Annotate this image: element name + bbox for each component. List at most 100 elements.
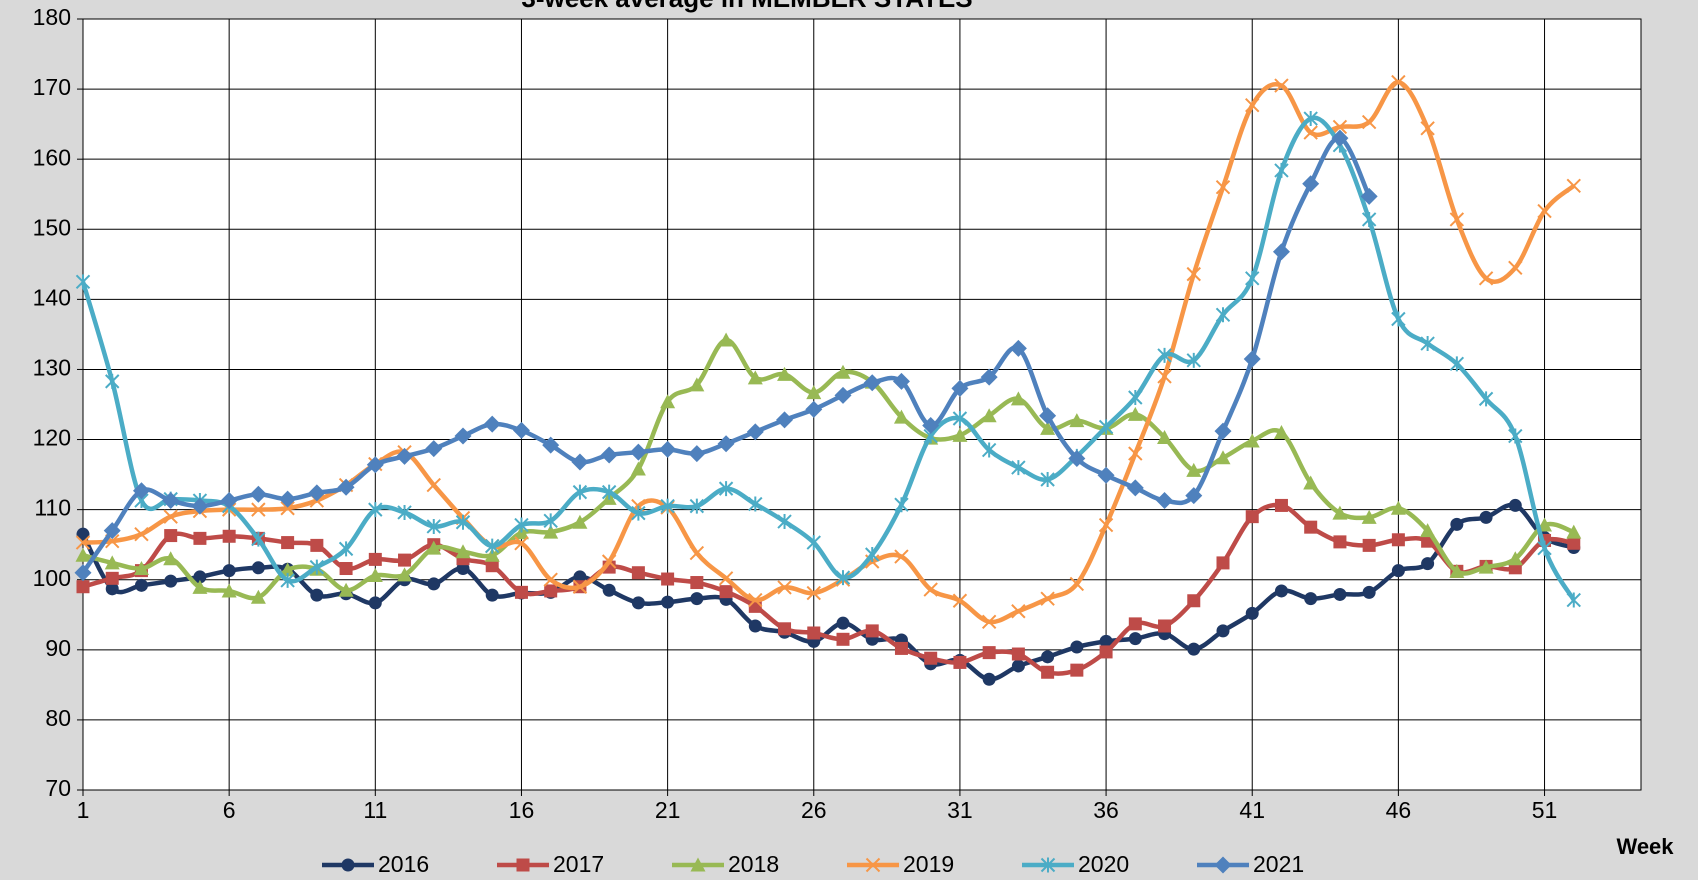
marker xyxy=(981,442,997,458)
marker xyxy=(1041,665,1055,679)
marker xyxy=(1040,420,1056,435)
series xyxy=(74,129,1378,582)
marker xyxy=(74,564,92,582)
x-tick-label: 41 xyxy=(1239,797,1265,823)
y-tick-label: 100 xyxy=(33,565,71,591)
legend-label: 2016 xyxy=(378,851,429,877)
marker xyxy=(1303,475,1319,490)
marker xyxy=(806,585,821,601)
marker xyxy=(719,585,733,599)
marker xyxy=(76,527,90,541)
y-tick-label: 140 xyxy=(33,284,71,310)
marker xyxy=(1332,119,1348,135)
marker xyxy=(952,427,968,442)
marker xyxy=(1273,425,1289,440)
marker xyxy=(1537,203,1552,219)
marker xyxy=(689,498,705,514)
marker xyxy=(1274,584,1288,598)
legend-item: 2016 xyxy=(322,851,429,877)
y-tick-label: 120 xyxy=(33,425,71,451)
marker xyxy=(280,501,295,516)
marker xyxy=(338,582,354,597)
marker xyxy=(572,579,588,594)
marker xyxy=(1479,510,1493,524)
marker xyxy=(514,536,529,551)
marker xyxy=(1274,162,1289,178)
marker xyxy=(1215,180,1231,195)
marker xyxy=(1041,650,1055,664)
marker xyxy=(104,555,120,570)
marker xyxy=(134,578,148,592)
marker xyxy=(1362,538,1376,552)
marker xyxy=(1245,270,1260,286)
marker xyxy=(690,576,704,590)
marker xyxy=(516,858,530,872)
marker xyxy=(602,583,616,597)
marker xyxy=(631,596,645,610)
x-tick-label: 11 xyxy=(363,797,387,823)
marker xyxy=(484,547,500,562)
marker xyxy=(1011,647,1025,661)
marker xyxy=(1567,536,1581,550)
marker xyxy=(1420,121,1435,136)
marker xyxy=(1011,604,1026,619)
legend-label: 2018 xyxy=(728,851,779,877)
marker xyxy=(806,385,822,400)
marker xyxy=(661,572,675,586)
marker xyxy=(193,570,207,584)
marker xyxy=(600,446,618,464)
marker xyxy=(1127,406,1143,421)
y-tick-label: 150 xyxy=(33,214,71,240)
marker xyxy=(863,374,881,392)
marker xyxy=(1333,535,1347,549)
marker xyxy=(221,583,237,598)
marker xyxy=(1128,617,1142,631)
marker xyxy=(133,561,149,576)
marker xyxy=(191,497,209,515)
marker xyxy=(337,478,355,496)
marker xyxy=(456,562,470,576)
marker xyxy=(1216,624,1230,638)
marker xyxy=(717,435,735,453)
marker xyxy=(1128,632,1142,646)
marker xyxy=(834,386,852,404)
marker xyxy=(1478,559,1494,574)
marker xyxy=(1011,659,1025,673)
marker xyxy=(892,372,910,390)
marker xyxy=(1361,509,1377,524)
marker xyxy=(1362,585,1376,599)
marker xyxy=(309,559,325,575)
marker xyxy=(923,582,938,597)
marker xyxy=(1098,517,1114,533)
marker xyxy=(1011,460,1026,476)
y-tick-label: 170 xyxy=(33,74,71,100)
marker xyxy=(660,498,675,514)
marker xyxy=(689,545,705,561)
marker xyxy=(572,484,588,500)
marker xyxy=(1420,336,1435,352)
marker xyxy=(894,641,908,655)
marker xyxy=(1391,74,1406,90)
marker xyxy=(805,400,823,418)
marker xyxy=(1187,594,1201,608)
marker xyxy=(1507,551,1523,566)
marker xyxy=(1449,212,1465,227)
marker xyxy=(1068,449,1086,467)
marker xyxy=(1158,619,1172,633)
legend-item: 2021 xyxy=(1197,851,1304,877)
marker xyxy=(455,514,471,530)
marker xyxy=(368,502,383,518)
marker xyxy=(659,440,677,458)
marker xyxy=(1186,352,1201,368)
marker xyxy=(661,595,675,609)
marker xyxy=(1508,260,1523,276)
marker xyxy=(251,531,266,547)
x-tick-label: 36 xyxy=(1093,797,1119,823)
marker xyxy=(251,561,265,575)
marker xyxy=(542,436,560,454)
marker xyxy=(1157,347,1172,363)
marker xyxy=(865,624,879,638)
marker xyxy=(1391,311,1406,327)
marker xyxy=(777,580,792,595)
marker xyxy=(339,562,353,576)
